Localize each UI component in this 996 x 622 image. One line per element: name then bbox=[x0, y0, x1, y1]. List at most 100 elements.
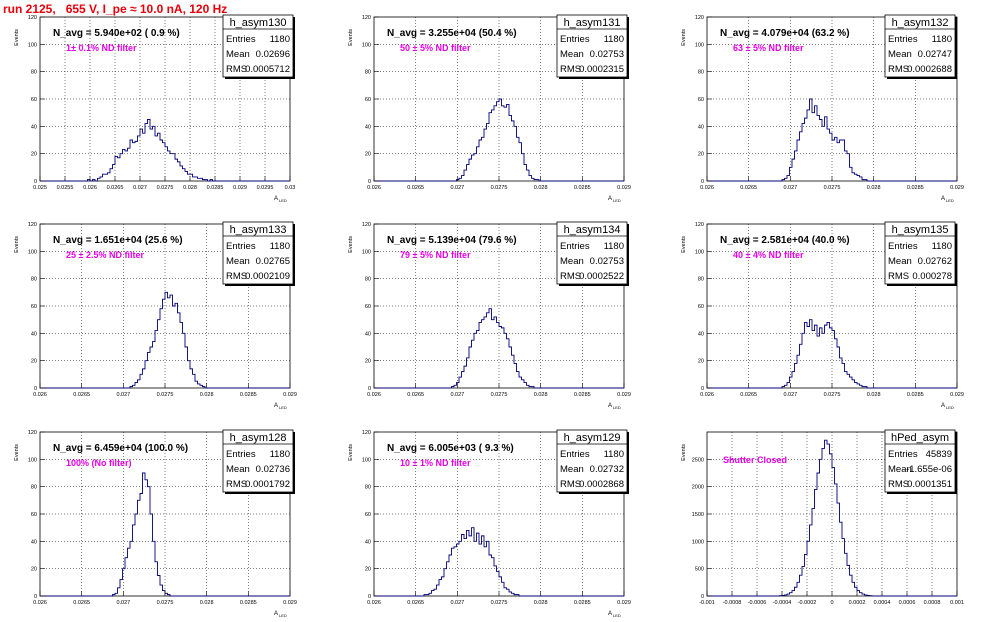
x-tick-label: -0.0002 bbox=[798, 600, 817, 606]
filter-annotation: 40 ± 4% ND filter bbox=[733, 250, 804, 260]
histogram-panel: 0.026 0.0265 0.027 0.0275 0.028 0.0285 0.029 0 2… bbox=[14, 429, 297, 618]
navg-label: N_avg = 5.139e+04 (79.6 %) bbox=[387, 235, 517, 246]
y-tick-label: 0 bbox=[701, 386, 704, 392]
x-axis-label: ALED bbox=[608, 403, 621, 410]
stats-label: RMS bbox=[226, 64, 247, 75]
y-tick-label: 20 bbox=[365, 359, 371, 365]
x-tick-label: 0.0265 bbox=[107, 185, 124, 191]
stats-value: 0.02696 bbox=[256, 49, 290, 60]
x-tick-label: 0.026 bbox=[700, 185, 714, 191]
y-axis-label: Events bbox=[681, 236, 687, 253]
x-tick-label: 0.001 bbox=[950, 600, 964, 606]
x-tick-label: 0.026 bbox=[367, 392, 381, 398]
stats-box bbox=[222, 429, 294, 493]
filter-annotation: 1± 0.1% ND filter bbox=[66, 43, 137, 53]
stats-shadow bbox=[955, 17, 957, 79]
stats-value: 1180 bbox=[270, 34, 290, 45]
stats-value: 0.02762 bbox=[918, 256, 952, 267]
stats-value: 0.0002522 bbox=[579, 271, 624, 282]
stats-label: Mean bbox=[560, 464, 584, 475]
stats-title: h_asym132 bbox=[892, 17, 949, 29]
stats-label: Entries bbox=[226, 449, 256, 460]
stats-value: 0.0002109 bbox=[245, 271, 290, 282]
stats-value: 0.0002688 bbox=[907, 64, 952, 75]
y-tick-label: 60 bbox=[31, 512, 37, 518]
x-tick-label: 0.0265 bbox=[740, 392, 757, 398]
x-tick-label: 0.028 bbox=[200, 600, 214, 606]
stats-shadow bbox=[627, 224, 629, 286]
stats-label: Entries bbox=[888, 449, 918, 460]
filter-annotation: 100% (No filter) bbox=[66, 458, 132, 468]
histogram-panel: 0.026 0.0265 0.027 0.0275 0.028 0.0285 0.029 0 2… bbox=[681, 14, 964, 203]
stats-label: Entries bbox=[560, 241, 590, 252]
x-tick-label: -0.001 bbox=[699, 600, 715, 606]
histogram-series bbox=[374, 98, 624, 182]
filter-annotation: 79 ± 5% ND filter bbox=[400, 250, 471, 260]
y-tick-label: 60 bbox=[31, 304, 37, 310]
stats-value: 0.02765 bbox=[256, 256, 290, 267]
filter-annotation: 25 ± 2.5% ND filter bbox=[66, 250, 144, 260]
x-tick-label: 0.0275 bbox=[157, 600, 174, 606]
y-axis-label: Events bbox=[348, 29, 354, 46]
stats-value: 0.02747 bbox=[918, 49, 952, 60]
stats-shadow bbox=[955, 432, 957, 494]
y-tick-label: 20 bbox=[31, 567, 37, 573]
x-tick-label: 0.0285 bbox=[907, 392, 924, 398]
x-tick-label: 0.028 bbox=[183, 185, 197, 191]
x-tick-label: 0.0275 bbox=[491, 392, 508, 398]
y-tick-label: 20 bbox=[31, 152, 37, 158]
stats-shadow bbox=[887, 284, 957, 286]
y-tick-label: 0 bbox=[368, 179, 371, 185]
x-tick-label: 0.026 bbox=[367, 600, 381, 606]
x-tick-label: 0.0006 bbox=[899, 600, 916, 606]
stats-title: h_asym128 bbox=[230, 432, 287, 444]
stats-label: RMS bbox=[560, 479, 581, 490]
x-tick-label: 0.025 bbox=[33, 185, 47, 191]
stats-value: 1180 bbox=[270, 241, 290, 252]
y-tick-label: 20 bbox=[698, 359, 704, 365]
x-tick-label: 0.028 bbox=[534, 392, 548, 398]
x-tick-label: -0.0006 bbox=[748, 600, 767, 606]
y-tick-label: 1000 bbox=[692, 539, 704, 545]
stats-label: Mean bbox=[888, 256, 912, 267]
x-tick-label: 0 bbox=[830, 600, 833, 606]
x-axis-label-sub: LED bbox=[279, 198, 287, 203]
stats-shadow bbox=[559, 492, 629, 494]
stats-label: RMS bbox=[560, 64, 581, 75]
stats-value: 0.0002868 bbox=[579, 479, 624, 490]
stats-label: Mean bbox=[560, 256, 584, 267]
y-tick-label: 60 bbox=[698, 304, 704, 310]
stats-value: 1180 bbox=[604, 241, 624, 252]
x-tick-label: 0.0275 bbox=[157, 185, 174, 191]
y-tick-label: 80 bbox=[698, 277, 704, 283]
y-tick-label: 100 bbox=[695, 249, 704, 255]
y-tick-label: 40 bbox=[365, 331, 371, 337]
y-tick-label: 2000 bbox=[692, 485, 704, 491]
y-tick-label: 20 bbox=[31, 359, 37, 365]
x-tick-label: 0.026 bbox=[33, 392, 47, 398]
stats-label: Entries bbox=[888, 34, 918, 45]
y-tick-label: 60 bbox=[365, 97, 371, 103]
x-axis-label: ALED bbox=[274, 611, 287, 618]
stats-label: Mean bbox=[226, 49, 250, 60]
stats-value: 0.02753 bbox=[590, 49, 624, 60]
y-tick-label: 120 bbox=[28, 222, 37, 228]
stats-shadow bbox=[225, 77, 295, 79]
stats-label: Entries bbox=[888, 241, 918, 252]
stats-value: 1180 bbox=[604, 34, 624, 45]
y-tick-label: 40 bbox=[698, 331, 704, 337]
y-tick-label: 20 bbox=[365, 152, 371, 158]
stats-box bbox=[884, 14, 956, 78]
x-tick-label: 0.0265 bbox=[407, 185, 424, 191]
x-tick-label: 0.028 bbox=[534, 600, 548, 606]
filter-annotation: 10 ± 1% ND filter bbox=[400, 458, 471, 468]
x-tick-label: 0.0265 bbox=[407, 392, 424, 398]
histogram-panel: 0.025 0.0255 0.026 0.0265 0.027 0.0275 0.028 0.… bbox=[14, 14, 296, 203]
y-tick-label: 120 bbox=[695, 15, 704, 21]
stats-value: 0.0002315 bbox=[579, 64, 624, 75]
stats-value: 1180 bbox=[932, 34, 952, 45]
x-tick-label: 0.03 bbox=[285, 185, 296, 191]
x-axis-label-sub: LED bbox=[613, 613, 621, 618]
y-tick-label: 60 bbox=[698, 97, 704, 103]
